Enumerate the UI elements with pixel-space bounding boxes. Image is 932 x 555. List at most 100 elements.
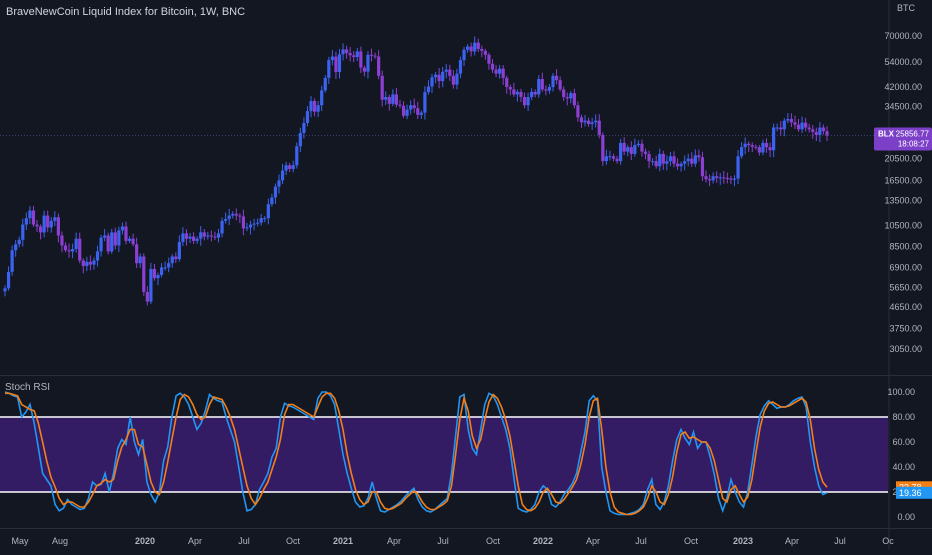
candle-body (533, 91, 537, 95)
candle-body (590, 122, 594, 125)
candle-body (697, 155, 701, 158)
indicator-title[interactable]: Stoch RSI (5, 382, 51, 393)
candle-body (352, 55, 356, 58)
candle-body (537, 79, 541, 95)
candle-body (92, 260, 96, 265)
candle-body (715, 176, 719, 178)
candle-body (63, 245, 68, 251)
candle-body (675, 163, 680, 167)
candle-body (113, 232, 117, 246)
candle-body (216, 233, 221, 238)
candle-body (586, 120, 591, 125)
candle-body (804, 122, 808, 128)
candle-body (579, 117, 584, 123)
candle-body (572, 93, 576, 106)
candle-body (465, 46, 470, 50)
candle-body (494, 69, 498, 74)
candle-body (725, 177, 729, 179)
time-tick-label: 2021 (333, 536, 353, 546)
candle-body (95, 251, 100, 261)
candle-body (796, 124, 801, 130)
candle-body (764, 142, 769, 148)
candle-body (483, 50, 487, 55)
k-value-text: 19.36 (899, 488, 922, 498)
candle-body (433, 74, 438, 78)
candle-body (718, 177, 722, 179)
candle-body (6, 271, 11, 289)
candle-body (757, 147, 761, 153)
candle-body (359, 51, 363, 68)
candle-body (793, 122, 797, 125)
candle-body (668, 156, 673, 162)
candle-body (199, 232, 203, 239)
candle-body (188, 236, 192, 239)
candle-body (519, 91, 523, 98)
candle-body (345, 49, 349, 54)
price-tag-symbol: BLX (878, 129, 895, 138)
candle-body (722, 177, 726, 179)
candle-body (46, 215, 50, 228)
candle-body (273, 186, 278, 198)
osc-tick-label: 100.00 (887, 387, 915, 397)
candle-body (14, 244, 18, 251)
k-value-tag (896, 486, 932, 499)
candle-body (195, 238, 199, 241)
price-tag-countdown: 18:08:27 (898, 139, 930, 148)
candle-body (800, 122, 804, 130)
candle-body (562, 89, 566, 98)
candle-body (78, 238, 82, 261)
candle-body (53, 217, 57, 221)
candle-body (288, 165, 292, 169)
time-tick-label: 2023 (733, 536, 753, 546)
candle-body (24, 218, 28, 225)
candle-body (786, 118, 790, 121)
candle-body (619, 142, 623, 162)
candle-body (469, 46, 473, 52)
candle-body (487, 54, 491, 64)
candle-body (651, 161, 655, 163)
candle-body (334, 56, 338, 73)
candle-body (686, 158, 690, 162)
candle-body (707, 179, 712, 181)
candle-body (629, 147, 633, 154)
candle-body (355, 51, 359, 58)
candle-body (444, 69, 448, 72)
candle-body (700, 157, 705, 177)
candle-body (455, 73, 459, 85)
candle-body (690, 158, 694, 164)
time-tick-label: Oct (684, 536, 699, 546)
candle-body (448, 69, 452, 76)
candle-body (291, 165, 295, 169)
price-tick-label: 5650.00 (889, 282, 922, 292)
candle-body (145, 291, 149, 302)
oscillator-pane (0, 391, 888, 516)
candle-body (213, 236, 217, 238)
price-tag (874, 127, 932, 151)
time-tick-label: Oct (486, 536, 501, 546)
candle-body (320, 90, 324, 106)
price-tick-label: 34500.00 (884, 102, 922, 112)
candle-body (394, 94, 399, 105)
stoch-d-line (5, 392, 828, 516)
candle-body (772, 127, 776, 151)
candle-body (768, 147, 772, 151)
price-tick-label: 3750.00 (889, 323, 922, 333)
candle-body (419, 112, 423, 115)
candle-body (409, 105, 413, 110)
candle-body (789, 118, 794, 123)
candle-body (369, 54, 374, 56)
candle-body (818, 127, 822, 135)
time-tick-label: Apr (586, 536, 600, 546)
time-tick-label: 2020 (135, 536, 155, 546)
candle-body (814, 131, 818, 135)
candle-body (259, 218, 263, 223)
candle-body (131, 238, 135, 245)
candle-body (88, 261, 93, 265)
price-tick-label: 10500.00 (884, 221, 922, 231)
candle-body (480, 48, 484, 51)
candle-body (683, 161, 687, 164)
candle-body (782, 120, 786, 130)
candle-body (622, 142, 626, 152)
candle-body (704, 176, 708, 180)
